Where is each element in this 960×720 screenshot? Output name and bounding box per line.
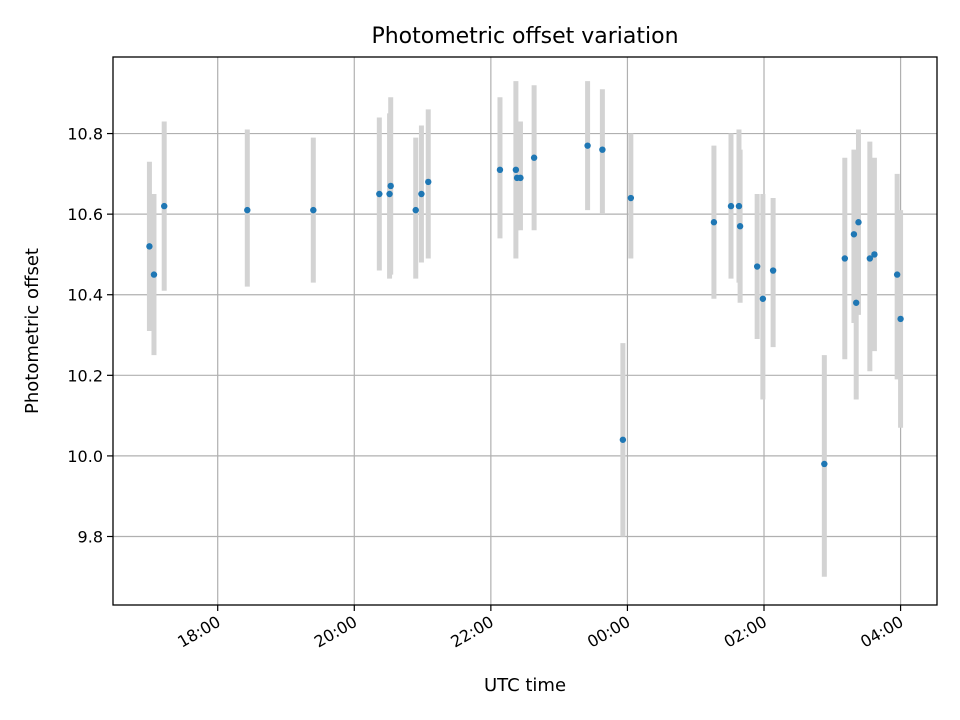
data-point	[425, 178, 432, 186]
data-point	[855, 219, 862, 226]
data-point	[736, 223, 744, 230]
error-bars	[146, 81, 904, 577]
data-point	[161, 202, 168, 210]
y-tick-label: 10.2	[67, 366, 103, 385]
data-point	[376, 190, 383, 198]
x-tick-label: 20:00	[311, 612, 360, 652]
data-point	[897, 315, 904, 323]
data-point	[496, 166, 504, 174]
data-point	[821, 460, 828, 468]
data-point	[418, 190, 425, 198]
x-axis-label: UTC time	[484, 675, 566, 696]
data-point	[710, 219, 718, 226]
x-tick-label: 00:00	[584, 612, 633, 652]
data-point	[386, 190, 393, 198]
data-point	[310, 206, 317, 214]
axis-ticks: 9.8 10.0 10.2 10.4 10.6 10.8 18:00 20:00 22:00 00…	[67, 125, 906, 652]
data-point	[627, 194, 635, 202]
y-tick-label: 10.6	[67, 205, 103, 224]
data-point	[387, 182, 394, 190]
x-tick-label: 18:00	[174, 612, 223, 652]
data-point	[871, 251, 878, 258]
data-point	[412, 206, 419, 214]
data-point	[517, 174, 524, 182]
data-point	[599, 146, 606, 153]
data-point	[244, 206, 251, 214]
data-point	[584, 142, 591, 149]
data-point	[866, 255, 874, 262]
grid	[113, 57, 937, 605]
data-point	[852, 299, 860, 306]
data-point	[735, 202, 743, 210]
chart-title: Photometric offset variation	[371, 24, 678, 49]
plot-frame	[112, 56, 938, 606]
y-tick-label: 10.0	[67, 447, 103, 466]
data-point	[146, 243, 153, 250]
y-tick-label: 10.4	[67, 286, 103, 305]
x-tick-label: 02:00	[721, 612, 770, 652]
y-tick-label: 10.8	[67, 125, 103, 144]
data-point	[619, 436, 627, 443]
y-axis-label: Photometric offset	[22, 248, 43, 414]
x-tick-label: 22:00	[447, 612, 496, 652]
data-point	[893, 271, 901, 278]
data-point	[512, 166, 520, 174]
x-tick-label: 04:00	[857, 612, 906, 652]
y-tick-label: 9.8	[78, 528, 103, 547]
data-point	[727, 202, 735, 210]
data-point	[753, 263, 761, 270]
data-points	[146, 142, 904, 468]
data-point	[530, 154, 538, 161]
data-point	[769, 267, 777, 274]
data-point	[850, 231, 858, 238]
data-point	[759, 295, 767, 302]
data-point	[150, 271, 158, 278]
data-point	[841, 255, 849, 262]
